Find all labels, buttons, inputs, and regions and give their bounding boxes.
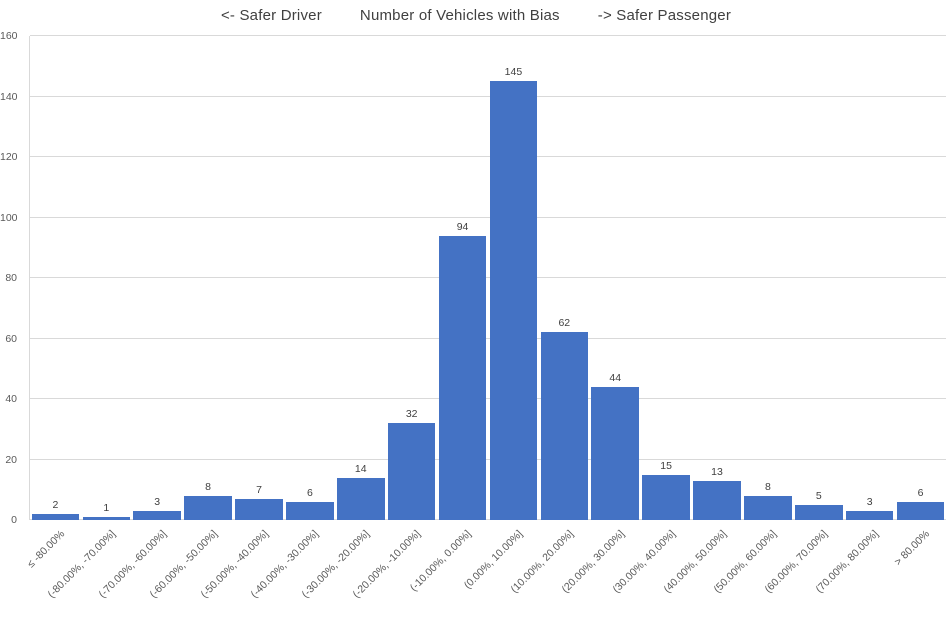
bar-(-70.00%, -60.00%][interactable]	[133, 510, 181, 520]
chart-title-left-annotation: <- Safer Driver	[220, 7, 322, 24]
bar-value-label: 44	[609, 371, 622, 384]
bar-slot: 62	[539, 36, 590, 520]
bar-value-label: 6	[917, 486, 924, 499]
bar-value-label: 14	[354, 462, 367, 475]
y-tick-label-60: 60	[5, 332, 17, 345]
bar-slot: 8	[183, 36, 234, 520]
gridline-y-120	[30, 156, 946, 157]
bar-slot: 3	[844, 36, 895, 520]
bar-slot: 6	[284, 36, 335, 520]
x-axis: ≤ -80.00% (-80.00%, -70.00%] (-70.00%, -60…	[25, 520, 945, 626]
bar-value-label: 3	[154, 495, 161, 508]
bar-slot: 145	[488, 36, 539, 520]
bar-(60.00%, 70.00%][interactable]	[794, 504, 843, 520]
bar-value-label: 2	[52, 498, 59, 511]
bar-slot: 15	[641, 36, 692, 520]
bar-slot: 44	[590, 36, 641, 520]
bar-value-label: 62	[558, 317, 571, 330]
gridline-y-20	[30, 458, 946, 460]
bar-slot: 8	[742, 36, 793, 520]
plot-area: 2 1 3 8 7 6 14 32 94 145 62 44 15 13 8 5 3 6	[29, 35, 946, 520]
bar-value-label: 6	[306, 486, 313, 499]
y-tick-label-0: 0	[11, 514, 17, 526]
bar-(30.00%, 40.00%][interactable]	[642, 474, 690, 520]
bar-(-10.00%, 0.00%][interactable]	[438, 235, 487, 520]
bar-value-label: 1	[103, 501, 110, 514]
bar-value-label: 7	[256, 483, 262, 496]
bar-slot: 5	[793, 36, 844, 520]
bar-slot: 7	[234, 36, 285, 520]
y-tick-label-160: 160	[0, 30, 18, 42]
gridline-y-160	[30, 35, 946, 36]
y-tick-label-140: 140	[0, 90, 18, 103]
bar-slot: 32	[386, 36, 437, 520]
bar-(10.00%, 20.00%][interactable]	[540, 332, 589, 520]
y-tick-label-40: 40	[5, 393, 17, 405]
y-tick-label-100: 100	[0, 211, 18, 224]
bar-(-40.00%, -30.00%][interactable]	[286, 501, 334, 520]
y-axis: 0 20 40 60 80 100 120 140 160	[0, 30, 18, 526]
bar-≤ -80.00%[interactable]	[31, 513, 80, 520]
bar-value-label: 94	[456, 220, 469, 233]
chart-title: <- Safer Driver Number of Vehicles with …	[0, 7, 952, 24]
bar-(-60.00%, -50.00%][interactable]	[184, 495, 232, 520]
bar-(-30.00%, -20.00%][interactable]	[336, 477, 385, 520]
bar-value-label: 8	[764, 480, 771, 493]
bar-(0.00%, 10.00%][interactable]	[489, 81, 538, 520]
bar-value-label: 15	[660, 459, 672, 472]
chart-title-right-annotation: -> Safer Passenger	[597, 7, 732, 24]
bar-slot: 3	[132, 36, 183, 520]
bar-value-label: 8	[205, 480, 212, 493]
bar-slot: 14	[335, 36, 386, 520]
bar-value-label: 3	[866, 495, 873, 508]
gridline-y-80	[30, 277, 946, 278]
bar-slot: 2	[30, 36, 81, 520]
bar-(70.00%, 80.00%][interactable]	[845, 510, 894, 520]
chart-title-main: Number of Vehicles with Bias	[359, 7, 560, 24]
gridline-y-40	[30, 398, 946, 399]
bar-value-label: 5	[815, 489, 822, 502]
x-tick-label: > 80.00%	[891, 528, 933, 569]
bar-(-80.00%, -70.00%][interactable]	[82, 516, 131, 520]
bar-(-20.00%, -10.00%][interactable]	[387, 423, 436, 520]
bar-> 80.00%[interactable]	[896, 501, 945, 520]
bar-(50.00%, 60.00%][interactable]	[744, 495, 792, 520]
y-tick-label-20: 20	[5, 453, 17, 466]
x-tick-label: ≤ -80.00%	[24, 528, 67, 571]
gridline-y-100	[30, 216, 946, 218]
bar-(20.00%, 30.00%][interactable]	[591, 386, 639, 520]
bar-value-label: 13	[711, 465, 723, 478]
bar-(40.00%, 50.00%][interactable]	[693, 480, 741, 520]
gridline-y-0	[30, 519, 946, 520]
bar-slot: 13	[692, 36, 743, 520]
bar-slot: 94	[437, 36, 488, 520]
y-tick-label-80: 80	[5, 272, 17, 284]
bar-slot: 1	[81, 36, 132, 520]
y-tick-label-120: 120	[0, 151, 18, 163]
bar-(-50.00%, -40.00%][interactable]	[235, 498, 283, 520]
bar-value-label: 145	[504, 66, 523, 79]
bar-slot: 6	[895, 36, 946, 520]
bar-value-label: 32	[405, 408, 418, 421]
gridline-y-60	[30, 337, 946, 339]
gridline-y-140	[30, 95, 946, 97]
